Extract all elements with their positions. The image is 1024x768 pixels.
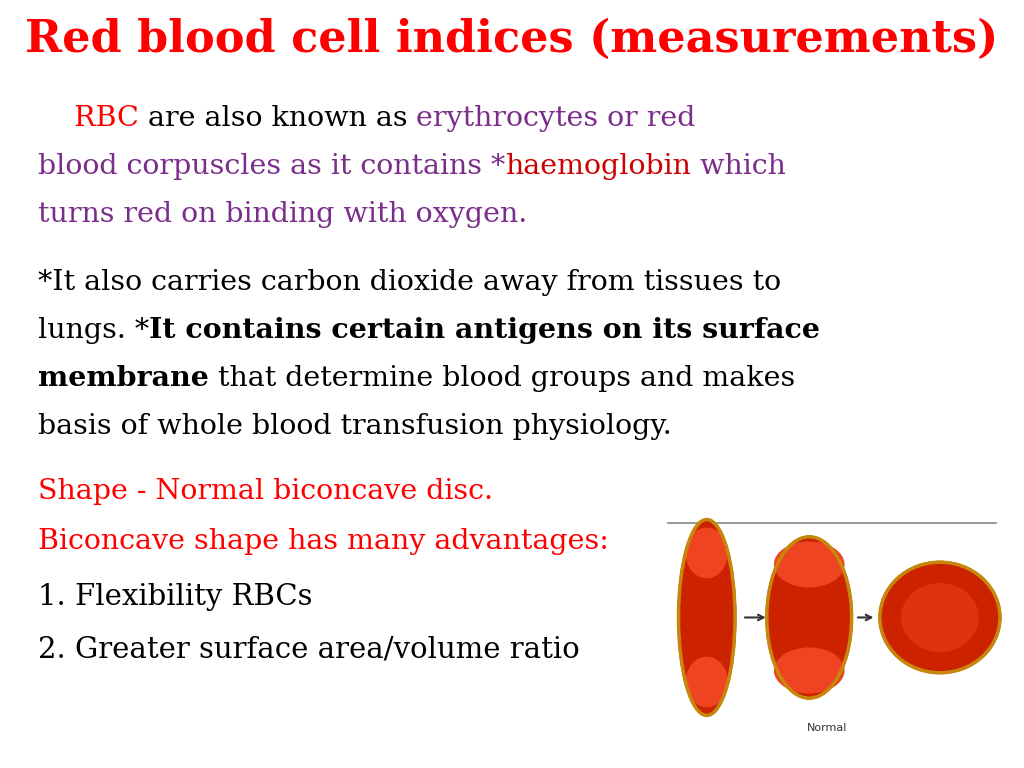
Text: Shape - Normal biconcave disc.: Shape - Normal biconcave disc.	[38, 478, 493, 505]
Text: that determine blood groups and makes: that determine blood groups and makes	[209, 365, 795, 392]
Text: blood corpuscles as it contains *: blood corpuscles as it contains *	[38, 153, 505, 180]
Text: lungs. *: lungs. *	[38, 317, 150, 344]
Text: It contains certain antigens on its surface: It contains certain antigens on its surf…	[150, 317, 820, 344]
Ellipse shape	[679, 519, 735, 716]
Ellipse shape	[686, 657, 728, 707]
Text: RBC: RBC	[38, 105, 139, 132]
Ellipse shape	[901, 583, 979, 652]
Text: *It also carries carbon dioxide away from tissues to: *It also carries carbon dioxide away fro…	[38, 269, 781, 296]
Text: Biconcave shape has many advantages:: Biconcave shape has many advantages:	[38, 528, 609, 555]
Text: Red blood cell indices (measurements): Red blood cell indices (measurements)	[26, 18, 998, 61]
Text: Normal: Normal	[807, 723, 847, 733]
Ellipse shape	[767, 537, 852, 698]
Ellipse shape	[880, 562, 1000, 673]
Text: are also known as: are also known as	[139, 105, 417, 132]
Text: turns red on binding with oxygen.: turns red on binding with oxygen.	[38, 201, 527, 228]
Ellipse shape	[774, 647, 845, 694]
Text: 2. Greater surface area/volume ratio: 2. Greater surface area/volume ratio	[38, 635, 580, 663]
Ellipse shape	[686, 528, 728, 578]
Ellipse shape	[774, 541, 845, 588]
Text: which: which	[691, 153, 786, 180]
Text: haemoglobin: haemoglobin	[505, 153, 691, 180]
Text: membrane: membrane	[38, 365, 209, 392]
Text: erythrocytes or red: erythrocytes or red	[417, 105, 696, 132]
Text: 1. Flexibility RBCs: 1. Flexibility RBCs	[38, 583, 312, 611]
Text: basis of whole blood transfusion physiology.: basis of whole blood transfusion physiol…	[38, 413, 672, 440]
